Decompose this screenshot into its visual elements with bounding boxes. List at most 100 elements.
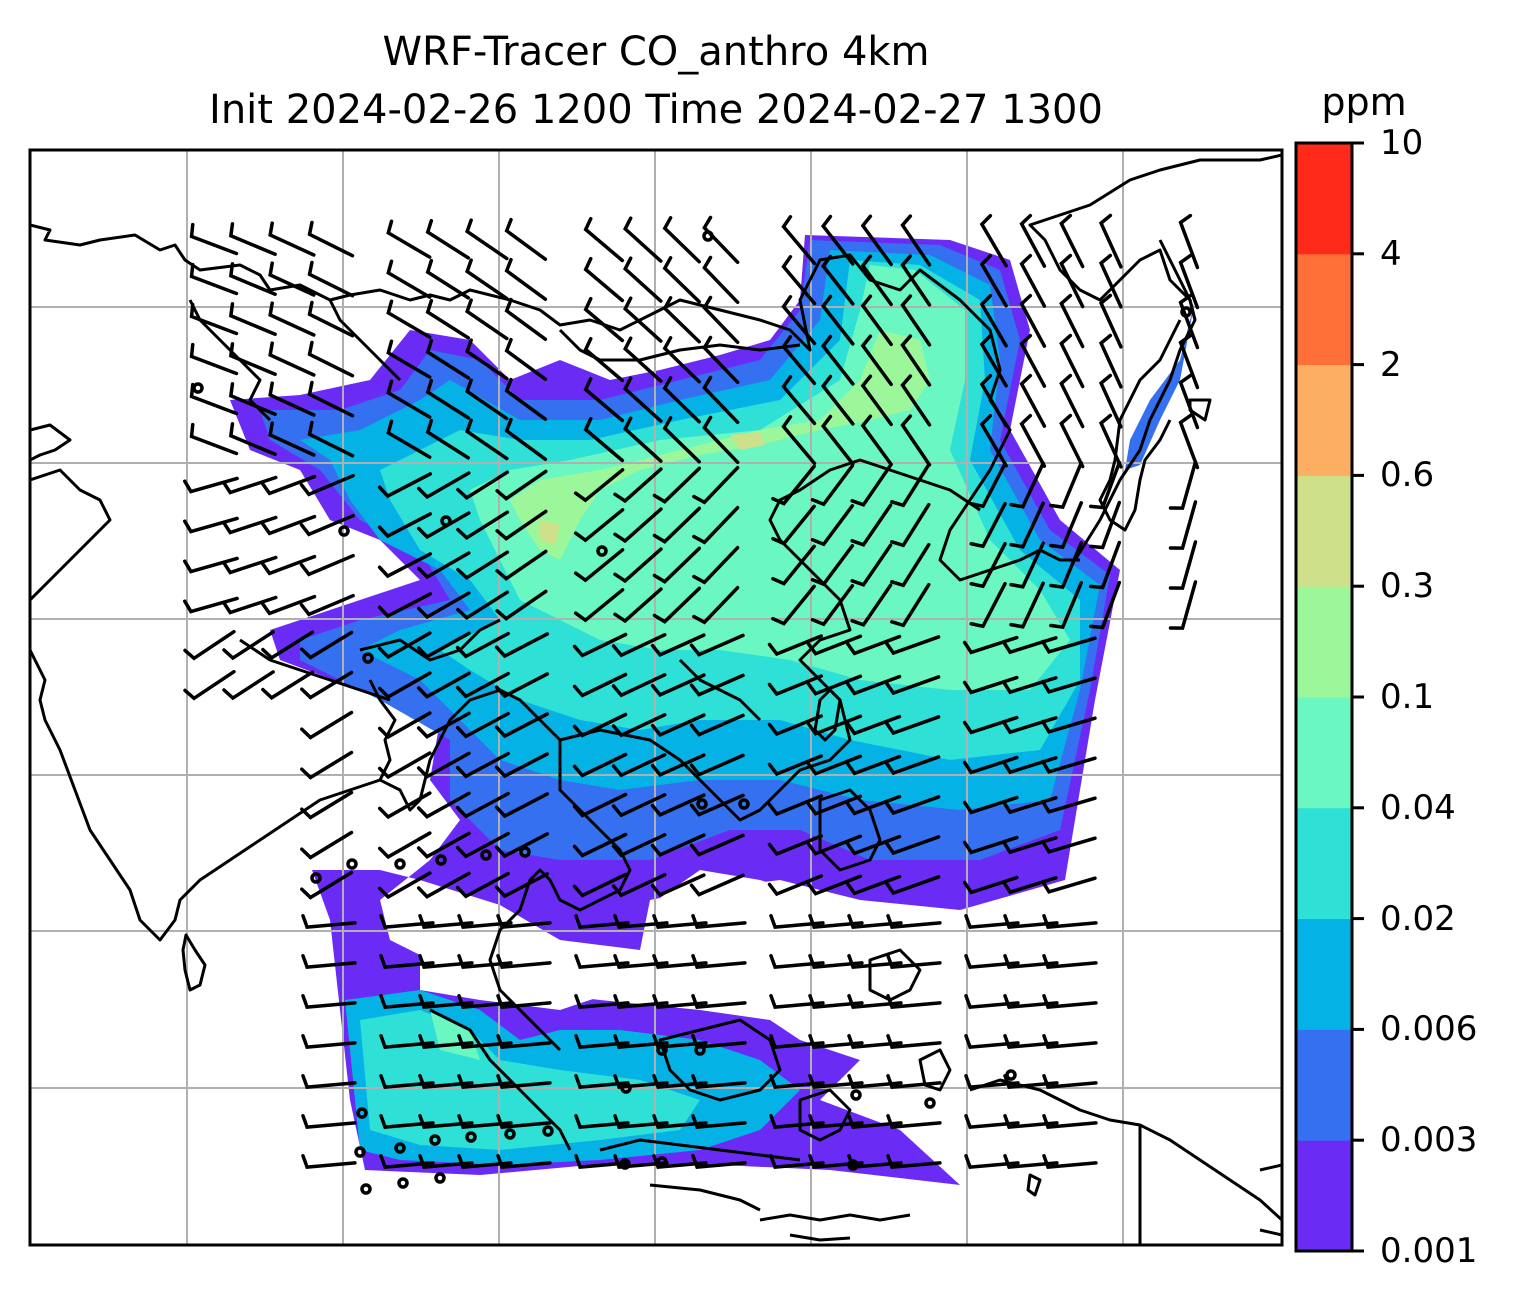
wind-barb (457, 1154, 513, 1169)
wind-barb (884, 635, 941, 656)
wind-barb (1042, 1074, 1098, 1089)
wind-barb (1042, 954, 1098, 969)
wind-barb (261, 670, 315, 700)
wind-barb (652, 1034, 708, 1049)
wind-barb (494, 872, 550, 899)
wind-barb (425, 338, 471, 380)
wind-barb (504, 297, 548, 341)
wind-barb (845, 674, 902, 696)
colorbar-tick-label: 4 (1380, 233, 1402, 274)
wind-barb (583, 416, 625, 463)
wind-barb (418, 954, 474, 969)
wind-barb (1001, 676, 1058, 695)
wind-barb (979, 213, 1008, 268)
wind-barb (689, 793, 745, 817)
wind-barb (1040, 876, 1097, 894)
wind-barb (301, 1034, 357, 1049)
wind-barb (781, 295, 817, 346)
wind-barb (228, 422, 277, 456)
wind-barb (301, 914, 357, 929)
wind-barb (583, 336, 625, 383)
wind-barb (416, 791, 471, 819)
colorbar-segment (1296, 364, 1352, 476)
wind-barb (416, 631, 471, 659)
wind-barb (379, 1074, 435, 1089)
wind-barb-calm (480, 849, 492, 861)
wind-barb (455, 711, 510, 739)
wind-barb (495, 469, 548, 501)
wind-barb (377, 871, 432, 900)
wind-barb (969, 541, 1007, 589)
wind-barb (613, 1114, 669, 1129)
wind-barbs (183, 213, 1200, 1195)
wind-barb (307, 260, 355, 298)
wind-barb (1040, 836, 1097, 854)
wind-barb (228, 302, 277, 336)
wind-barb-calm (850, 1089, 862, 1101)
wind-barb (662, 376, 701, 424)
wind-barb (860, 294, 893, 347)
wind-barb (820, 254, 855, 306)
wind-barb-calm (338, 525, 350, 537)
wind-barb (496, 1114, 552, 1129)
wind-barb (260, 474, 317, 496)
colorbar-tick-label: 0.3 (1380, 566, 1435, 607)
wind-barb (495, 589, 548, 621)
wind-barb-calm (346, 858, 358, 870)
wind-barb (301, 954, 357, 969)
wind-barb (845, 634, 902, 656)
wind-barb (820, 334, 855, 386)
wind-barb (979, 413, 1008, 468)
wind-barb-calm (696, 798, 708, 810)
colorbar-frame (1294, 141, 1354, 1253)
wind-barb (189, 382, 239, 416)
wind-barb (300, 750, 354, 780)
wind-barb (691, 1034, 747, 1049)
wind-barb (222, 670, 275, 701)
wind-barb (650, 873, 706, 898)
wind-barb-calm (738, 798, 750, 810)
wind-barb (386, 219, 432, 259)
wind-barb (820, 374, 855, 426)
colorbar-tick-label: 0.003 (1380, 1120, 1478, 1161)
wind-barb (1009, 541, 1045, 589)
wind-barb (691, 1114, 747, 1129)
colorbar-tick-label: 0.04 (1380, 787, 1456, 828)
wind-barb (613, 994, 669, 1009)
wind-barb (456, 590, 510, 620)
wind-barb (850, 463, 893, 507)
wind-barb (425, 418, 471, 460)
wind-barb (771, 464, 816, 506)
wind-barb (455, 831, 510, 859)
colorbar-segment (1296, 586, 1352, 698)
wind-barb (386, 299, 432, 339)
wind-barb (494, 752, 550, 779)
wind-barb (189, 262, 239, 296)
wind-barb (1059, 333, 1085, 389)
wind-barb (1098, 253, 1123, 309)
wind-barb (504, 417, 548, 461)
wind-barb (1003, 1074, 1059, 1089)
wind-barb (886, 1034, 942, 1049)
wind-barb (1003, 954, 1059, 969)
wind-barb (300, 710, 354, 740)
wind-barb (964, 1034, 1020, 1049)
wind-barb (623, 296, 663, 343)
wind-barb (456, 470, 510, 500)
wind-barb-calm (356, 1107, 368, 1119)
wind-barb-calm (519, 846, 531, 858)
wind-barb (300, 790, 354, 820)
wind-barb (860, 374, 893, 427)
wind-barb (890, 502, 931, 548)
wind-barb (457, 914, 513, 929)
wind-barb (268, 421, 316, 457)
wind-barb (806, 674, 863, 696)
wind-barb (810, 464, 855, 507)
wind-barb (691, 994, 747, 1009)
wind-barb (377, 631, 432, 660)
wind-barb (418, 1154, 474, 1169)
colorbar-tick-label: 0.1 (1380, 677, 1435, 717)
wind-barb (808, 914, 864, 929)
wind-barb (702, 255, 740, 305)
colorbar-tick-label: 2 (1380, 344, 1402, 385)
